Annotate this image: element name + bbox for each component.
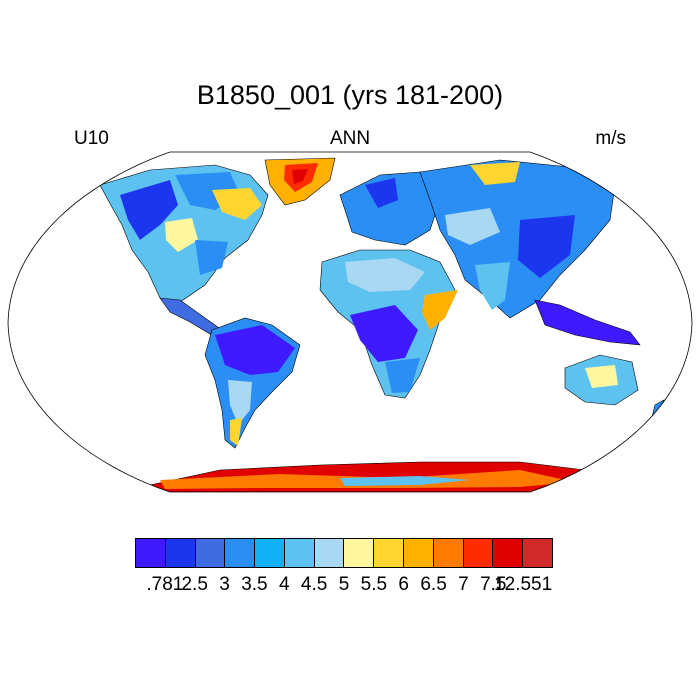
colorbar-box xyxy=(433,539,464,567)
australia-yellow xyxy=(585,365,618,388)
colorbar-tick-label: 6.5 xyxy=(420,574,447,595)
colorbar-tick-label: .781 xyxy=(146,574,184,595)
south-africa-blue xyxy=(385,358,420,393)
colorbar xyxy=(135,538,553,568)
plains-yellow xyxy=(165,218,198,252)
east-asia-dark xyxy=(518,215,575,278)
colorbar-tick-label: 3 xyxy=(219,574,230,595)
colorbar-tick-label: 3.5 xyxy=(241,574,268,595)
variable-label: U10 xyxy=(74,128,109,149)
europe xyxy=(339,171,441,246)
maritime-continent xyxy=(534,299,641,346)
colorbar-box xyxy=(314,539,345,567)
scandinavia xyxy=(365,178,398,208)
colorbar-tick-label: 6 xyxy=(398,574,409,595)
colorbar-box xyxy=(344,539,375,567)
antarctica-blue xyxy=(340,476,470,486)
season-label: ANN xyxy=(329,128,371,149)
india xyxy=(475,262,510,310)
colorbar-tick-label: 12.551 xyxy=(494,574,553,595)
map-outline xyxy=(7,151,693,493)
colorbar-tick-label: 7.5 xyxy=(480,574,507,595)
greenland-peak xyxy=(292,169,308,184)
colorbar-tick-label: 4.5 xyxy=(300,574,328,595)
congo-dark xyxy=(350,305,418,362)
colorbar-box xyxy=(404,539,434,567)
colorbar-box xyxy=(463,539,494,567)
sahara-light xyxy=(345,258,425,292)
na-dark-west xyxy=(120,180,178,240)
patagonia-yellow xyxy=(230,418,242,446)
central-asia-light xyxy=(445,208,500,245)
horn-africa xyxy=(422,290,458,330)
colorbar-box xyxy=(284,539,315,567)
siberia-yellow xyxy=(470,162,520,185)
units-label: m/s xyxy=(595,128,626,149)
andes-light xyxy=(228,380,252,425)
colorbar-tick-label: 2.5 xyxy=(181,574,208,595)
colorbar-tick-label: 5.5 xyxy=(360,574,388,595)
amazon-dark xyxy=(215,325,295,375)
colorbar-box xyxy=(374,539,405,567)
colorbar-box xyxy=(225,539,256,567)
colorbar-tick-label: 4 xyxy=(278,574,290,595)
page-title: B1850_001 (yrs 181-200) xyxy=(196,80,504,110)
central-america xyxy=(159,297,223,335)
hudson-yellow xyxy=(212,188,262,220)
colorbar-tick-label: 7 xyxy=(458,574,469,595)
colorbar-box xyxy=(493,539,524,567)
colorbar-tick-label: 5 xyxy=(338,574,350,595)
us-east-blue xyxy=(195,240,228,275)
colorbar-box xyxy=(255,539,285,567)
colorbar-box xyxy=(136,539,166,567)
colorbar-box xyxy=(165,539,196,567)
colorbar-box xyxy=(195,539,226,567)
colorbar-box xyxy=(523,539,552,567)
